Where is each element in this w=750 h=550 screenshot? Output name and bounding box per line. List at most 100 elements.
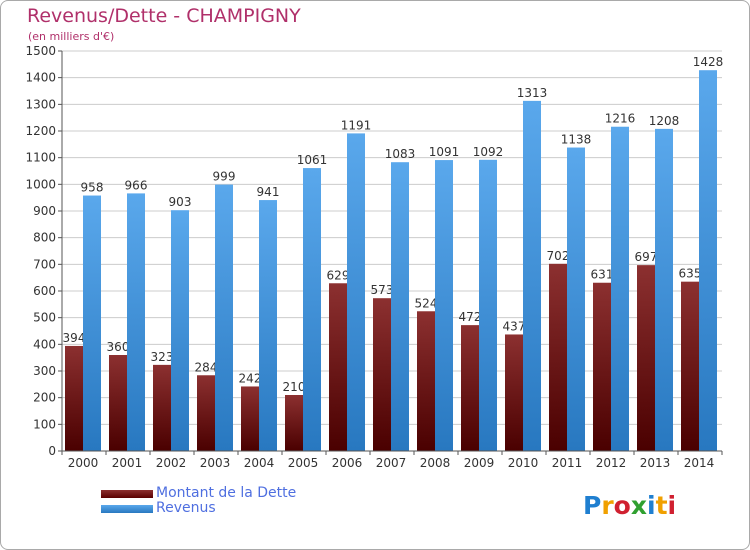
data-label-dette: 360 [107, 340, 130, 354]
logo-letter: o [613, 491, 631, 520]
data-label-revenus: 1092 [473, 145, 504, 159]
data-label-revenus: 1216 [605, 112, 636, 126]
data-label-dette: 573 [371, 283, 394, 297]
x-axis-ticks: 2000 2001 2002 2003 2004 2005 2006 2007 2008 2009… [61, 451, 723, 470]
legend-swatch-dette [101, 490, 153, 498]
data-label-revenus: 903 [169, 195, 192, 209]
bar-dette [593, 282, 611, 451]
y-tick-label: 300 [33, 364, 56, 378]
data-label-dette: 284 [195, 360, 218, 374]
y-tick-label: 800 [33, 231, 56, 245]
x-tick-label: 2002 [156, 456, 187, 470]
bar-revenus [699, 70, 717, 451]
x-tick-label: 2014 [684, 456, 715, 470]
y-tick-label: 400 [33, 337, 56, 351]
x-tick-label: 2006 [332, 456, 363, 470]
x-tick-label: 2011 [552, 456, 583, 470]
data-label-revenus: 958 [81, 181, 104, 195]
bar-dette [285, 395, 303, 451]
data-label-dette: 394 [63, 331, 86, 345]
data-label-dette: 437 [503, 319, 526, 333]
data-label-revenus: 1083 [385, 147, 416, 161]
data-label-dette: 524 [415, 296, 438, 310]
logo-letter: r [601, 491, 614, 520]
logo-letter: i [647, 491, 656, 520]
bar-revenus [523, 100, 541, 451]
y-tick-label: 700 [33, 257, 56, 271]
bar-revenus [567, 147, 585, 452]
data-label-revenus: 1138 [561, 133, 592, 147]
x-tick-label: 2010 [508, 456, 539, 470]
bar-revenus [215, 184, 233, 451]
chart-subtitle: (en milliers d'€) [28, 30, 115, 43]
data-label-revenus: 1313 [517, 86, 548, 100]
x-tick-label: 2000 [68, 456, 99, 470]
bar-dette [681, 281, 699, 451]
x-tick-label: 2005 [288, 456, 319, 470]
bar-revenus [171, 210, 189, 451]
y-tick-label: 1200 [25, 124, 56, 138]
y-tick-label: 500 [33, 311, 56, 325]
y-tick-label: 0 [48, 444, 56, 458]
bar-dette [241, 386, 259, 451]
data-label-dette: 242 [239, 371, 262, 385]
x-tick-label: 2012 [596, 456, 627, 470]
bar-revenus [259, 200, 277, 451]
bar-dette [197, 375, 215, 451]
bar-revenus [83, 195, 101, 451]
bar-dette [65, 345, 83, 451]
data-label-dette: 323 [151, 350, 174, 364]
data-label-dette: 472 [459, 310, 482, 324]
bar-revenus [655, 128, 673, 451]
data-label-revenus: 1061 [297, 153, 328, 167]
bar-revenus [391, 162, 409, 451]
bar-dette [461, 325, 479, 451]
y-tick-label: 900 [33, 204, 56, 218]
y-tick-label: 600 [33, 284, 56, 298]
x-tick-label: 2003 [200, 456, 231, 470]
y-tick-label: 1100 [25, 151, 56, 165]
y-tick-label: 200 [33, 391, 56, 405]
data-label-revenus: 1191 [341, 118, 372, 132]
data-label-dette: 629 [327, 268, 350, 282]
y-axis-ticks: 0 100 200 300 400 500 600 700 800 900 1000 1100 1200… [25, 44, 62, 458]
legend-label-dette: Montant de la Dette [156, 485, 297, 501]
chart-title: Revenus/Dette - CHAMPIGNY [27, 5, 301, 27]
x-tick-label: 2004 [244, 456, 275, 470]
y-tick-label: 1000 [25, 177, 56, 191]
data-label-revenus: 1428 [693, 55, 724, 69]
logo-letter: x [630, 491, 647, 520]
bars: 394 958 360 966 323 903 284 999 242 941 210 1061 629… [63, 55, 724, 452]
bar-revenus [435, 160, 453, 452]
logo-letter: i [667, 491, 677, 520]
proxiti-logo: Proxiti [583, 491, 676, 520]
bar-dette [373, 298, 391, 451]
x-tick-label: 2007 [376, 456, 407, 470]
x-tick-label: 2008 [420, 456, 451, 470]
data-label-revenus: 966 [125, 178, 148, 192]
x-tick-label: 2013 [640, 456, 671, 470]
bar-dette [329, 283, 347, 451]
x-tick-label: 2001 [112, 456, 143, 470]
bar-revenus [127, 193, 145, 451]
bar-dette [505, 334, 523, 451]
data-label-dette: 631 [591, 268, 614, 282]
bar-dette [637, 265, 655, 451]
bar-revenus [303, 168, 321, 452]
y-tick-label: 100 [33, 417, 56, 431]
bar-revenus [479, 159, 497, 452]
data-label-revenus: 1091 [429, 145, 460, 159]
y-tick-label: 1400 [25, 71, 56, 85]
bar-dette [549, 263, 567, 451]
data-label-dette: 697 [635, 250, 658, 264]
data-label-dette: 210 [283, 380, 306, 394]
y-tick-label: 1500 [25, 44, 56, 58]
x-tick-label: 2009 [464, 456, 495, 470]
data-label-dette: 702 [547, 249, 570, 263]
bar-dette [109, 355, 127, 451]
data-label-revenus: 999 [213, 170, 236, 184]
bar-dette [417, 311, 435, 451]
legend-swatch-revenus [101, 505, 153, 513]
